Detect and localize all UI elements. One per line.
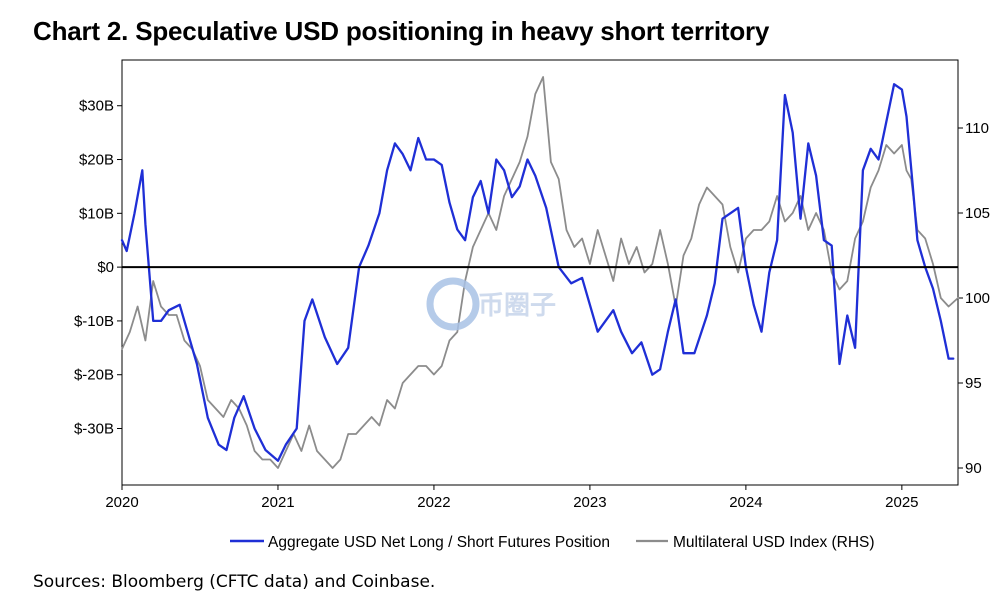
left-tick-label: $30B <box>79 98 114 115</box>
legend-label-positioning: Aggregate USD Net Long / Short Futures P… <box>268 534 610 551</box>
watermark: 币圈子 <box>426 277 556 331</box>
right-tick-label: 100 <box>965 290 990 307</box>
x-axis-ticks: 2020 2021 2022 2023 2024 2025 <box>105 485 919 511</box>
x-tick-label: 2022 <box>417 494 450 511</box>
left-tick-label: $-20B <box>74 367 114 384</box>
left-tick-label: $10B <box>79 205 114 222</box>
right-tick-label: 105 <box>965 205 990 222</box>
right-tick-label: 90 <box>965 460 982 477</box>
right-tick-label: 95 <box>965 375 982 392</box>
source-note: Sources: Bloomberg (CFTC data) and Coinb… <box>33 572 436 592</box>
dual-axis-line-chart: $30B $20B $10B $0 $-10B $-20B $-30B 110 105 100 9… <box>74 59 990 551</box>
left-tick-label: $20B <box>79 152 114 169</box>
legend: Aggregate USD Net Long / Short Futures P… <box>230 534 875 551</box>
left-tick-label: $-10B <box>74 313 114 330</box>
right-tick-label: 110 <box>965 120 989 137</box>
series-line-usd-index <box>121 76 959 469</box>
plot-frame <box>121 59 959 486</box>
x-tick-label: 2021 <box>261 494 294 511</box>
x-tick-label: 2024 <box>729 494 762 511</box>
watermark-logo-icon <box>426 277 480 331</box>
left-axis-ticks: $30B $20B $10B $0 $-10B $-20B $-30B <box>74 98 122 438</box>
left-tick-label: $-30B <box>74 421 114 438</box>
watermark-text: 币圈子 <box>478 291 556 321</box>
x-tick-label: 2020 <box>105 494 138 511</box>
x-tick-label: 2023 <box>573 494 606 511</box>
series-line-positioning <box>120 83 955 462</box>
left-tick-label: $0 <box>97 259 114 276</box>
series-layer <box>120 76 959 469</box>
plot-border <box>121 59 959 486</box>
right-axis-ticks: 110 105 100 95 90 <box>958 120 990 477</box>
x-tick-label: 2025 <box>885 494 918 511</box>
chart-title: Chart 2. Speculative USD positioning in … <box>33 16 770 46</box>
legend-label-usd-index: Multilateral USD Index (RHS) <box>673 534 875 551</box>
